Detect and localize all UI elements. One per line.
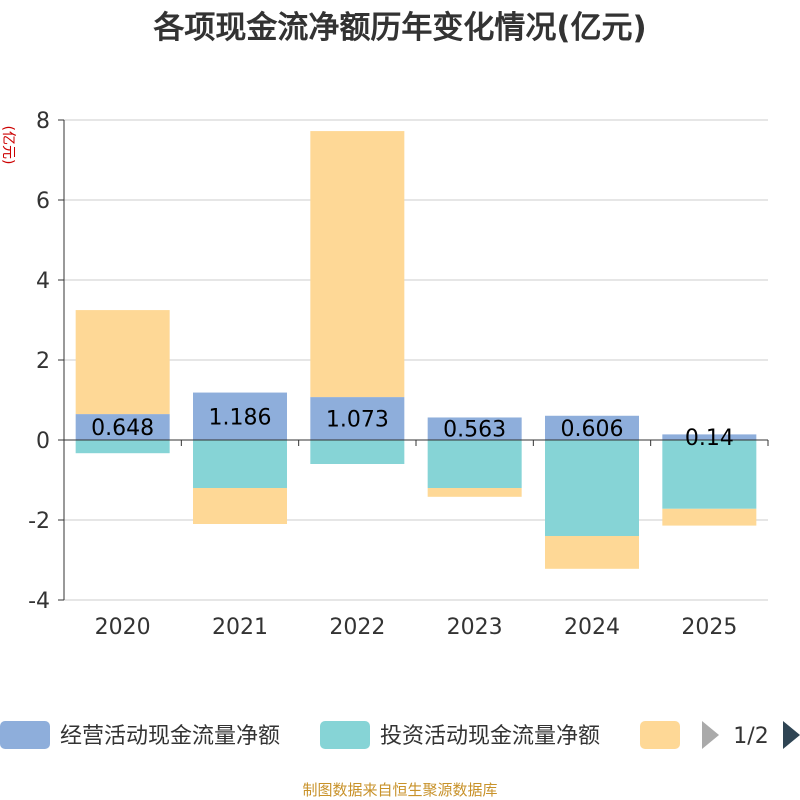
x-tick-label-2025: 2025 bbox=[681, 615, 737, 640]
bar-2021-series-1[interactable] bbox=[193, 392, 287, 440]
legend-swatch-investing bbox=[320, 721, 370, 749]
x-tick-label-2024: 2024 bbox=[564, 615, 620, 640]
data-source-note: 制图数据来自恒生聚源数据库 bbox=[302, 781, 497, 799]
legend-item-operating[interactable]: 经营活动现金流量净额 bbox=[0, 721, 280, 749]
bar-2020-series-3[interactable] bbox=[75, 310, 170, 415]
bar-2020-series-2[interactable] bbox=[75, 440, 170, 454]
y-tick-label: -2 bbox=[28, 509, 50, 534]
x-tick-label-2023: 2023 bbox=[447, 615, 503, 640]
bar-2024-series-2[interactable] bbox=[545, 440, 639, 536]
legend-page-indicator: 1/2 bbox=[733, 724, 768, 749]
data-labels: 0.648 1.186 1.073 0.563 0.606 0.14 bbox=[91, 405, 734, 451]
data-label-2024: 0.606 bbox=[561, 417, 624, 442]
bar-2023-series-2[interactable] bbox=[427, 440, 522, 488]
bar-2021-series-2[interactable] bbox=[193, 440, 287, 488]
axes: -4 -2 0 2 4 6 8 2020 2021 2022 2023 2024 2025 bbox=[28, 109, 769, 640]
bar-2020-series-1[interactable] bbox=[75, 414, 170, 440]
legend: 经营活动现金流量净额 投资活动现金流量净额 1/2 bbox=[0, 721, 800, 749]
grid-lines bbox=[64, 119, 768, 601]
bar-2022-series-3[interactable] bbox=[310, 131, 405, 398]
data-label-2025: 0.14 bbox=[685, 426, 734, 451]
y-tick-label: 0 bbox=[36, 429, 50, 454]
data-label-2021: 1.186 bbox=[209, 405, 272, 430]
legend-next-page-icon[interactable] bbox=[783, 721, 800, 749]
y-tick-label: 6 bbox=[36, 189, 50, 214]
x-tick-label-2020: 2020 bbox=[95, 615, 151, 640]
legend-item-investing[interactable]: 投资活动现金流量净额 bbox=[320, 721, 600, 749]
bar-2025-series-2[interactable] bbox=[662, 440, 757, 509]
y-tick-label: 4 bbox=[36, 269, 50, 294]
bar-2023-series-3[interactable] bbox=[427, 488, 522, 497]
bar-2025-series-3[interactable] bbox=[662, 508, 757, 526]
chart-title: 各项现金流净额历年变化情况(亿元) bbox=[152, 10, 646, 46]
y-tick-label: 8 bbox=[36, 109, 50, 134]
y-axis-label: (亿元) bbox=[0, 126, 16, 165]
legend-item-financing[interactable] bbox=[640, 721, 680, 749]
data-label-2023: 0.563 bbox=[443, 418, 506, 443]
y-tick-label: 2 bbox=[36, 349, 50, 374]
legend-label-operating: 经营活动现金流量净额 bbox=[60, 724, 280, 749]
legend-prev-page-icon[interactable] bbox=[702, 721, 719, 749]
data-label-2020: 0.648 bbox=[91, 416, 154, 441]
x-tick-label-2021: 2021 bbox=[212, 615, 268, 640]
bars bbox=[75, 131, 757, 569]
bar-2024-series-1[interactable] bbox=[545, 415, 639, 440]
legend-label-investing: 投资活动现金流量净额 bbox=[380, 724, 600, 749]
data-label-2022: 1.073 bbox=[326, 408, 389, 433]
bar-2024-series-3[interactable] bbox=[545, 536, 639, 569]
legend-swatch-financing bbox=[640, 721, 680, 749]
bar-2025-series-1[interactable] bbox=[662, 434, 757, 440]
bar-2021-series-3[interactable] bbox=[193, 488, 287, 524]
legend-swatch-operating bbox=[0, 721, 50, 749]
bar-2022-series-1[interactable] bbox=[310, 397, 405, 440]
bar-2023-series-1[interactable] bbox=[427, 417, 522, 440]
bar-2022-series-2[interactable] bbox=[310, 440, 405, 464]
y-tick-label: -4 bbox=[28, 589, 50, 614]
x-tick-label-2022: 2022 bbox=[329, 615, 385, 640]
